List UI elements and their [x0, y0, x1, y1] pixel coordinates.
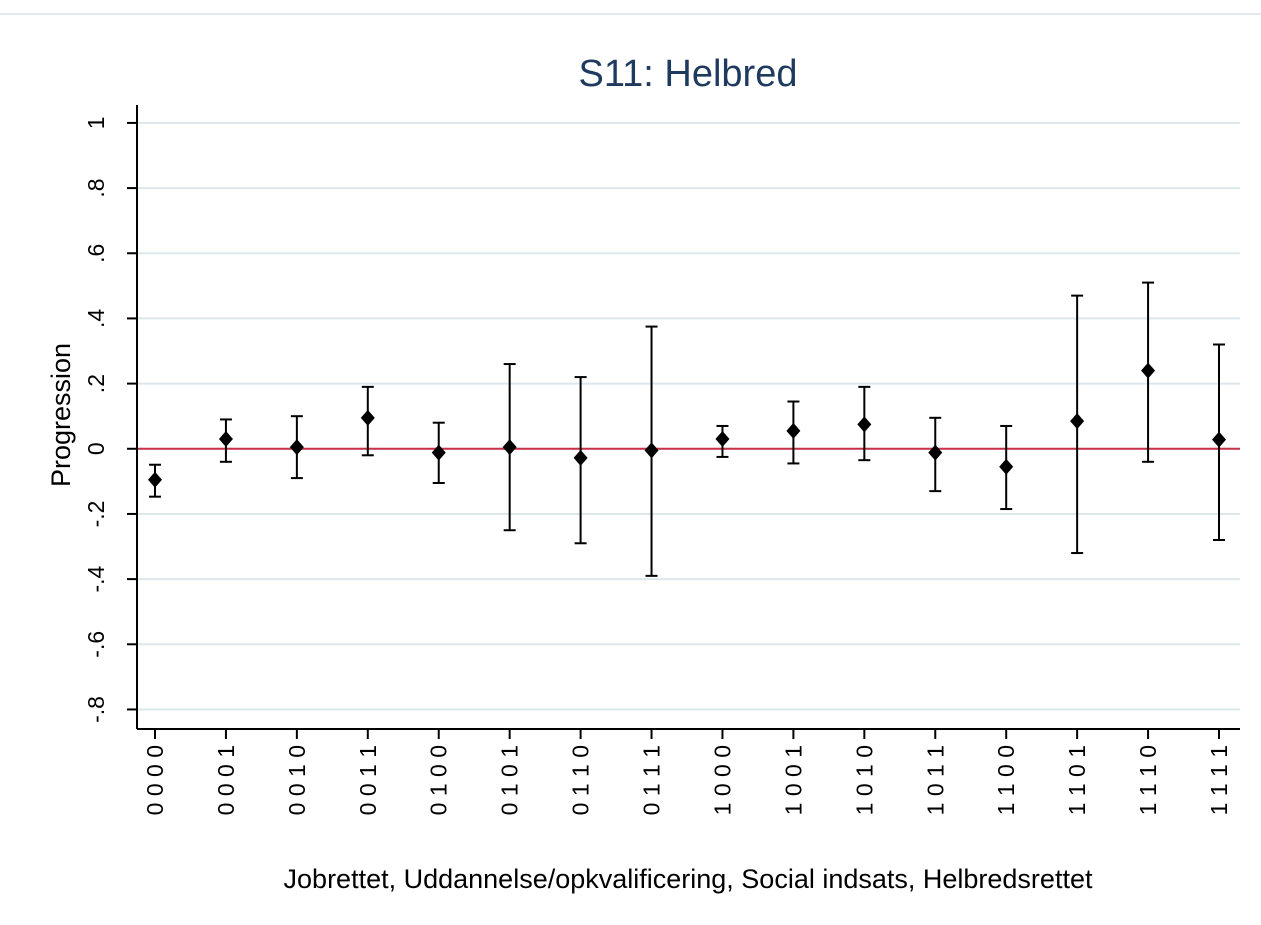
y-tick-label: 0	[83, 442, 109, 455]
y-axis-label: Progression	[46, 343, 76, 487]
x-tick-label: 0 1 1 1	[639, 745, 665, 815]
x-tick-label: 1 0 1 0	[851, 745, 877, 815]
x-tick-label: 0 0 1 0	[284, 745, 310, 815]
x-tick-label: 0 0 0 1	[213, 745, 239, 815]
point	[1141, 362, 1156, 379]
x-tick-label: 1 1 1 1	[1206, 745, 1232, 815]
point	[715, 430, 730, 447]
y-tick-label: -.6	[83, 631, 109, 658]
y-tick-label: .4	[83, 309, 109, 328]
point	[289, 439, 304, 456]
x-tick-label: 0 1 0 0	[426, 745, 452, 815]
y-tick-label: .6	[83, 244, 109, 263]
y-tick-label: .2	[83, 374, 109, 393]
point	[857, 416, 872, 433]
x-tick-label: 1 0 1 1	[922, 745, 948, 815]
point	[502, 439, 517, 456]
point	[999, 458, 1014, 475]
y-tick-label: .8	[83, 178, 109, 197]
point	[148, 471, 162, 488]
y-tick-label: -.8	[83, 696, 109, 723]
x-tick-label: 1 0 0 0	[709, 745, 735, 815]
x-tick-label: 1 1 1 0	[1135, 745, 1161, 815]
y-tick-label: -.2	[83, 501, 109, 528]
x-tick-label: 1 1 0 0	[993, 745, 1019, 815]
point	[644, 442, 659, 459]
y-tick-label: -.4	[83, 565, 109, 592]
chart-title: S11: Helbred	[579, 53, 798, 95]
y-tick-label: 1	[83, 117, 109, 130]
point	[928, 444, 943, 461]
x-tick-label: 0 1 1 0	[568, 745, 594, 815]
point	[786, 422, 801, 439]
point	[573, 449, 588, 466]
x-tick-label: 1 1 0 1	[1064, 745, 1090, 815]
point	[360, 409, 375, 426]
point	[218, 430, 233, 447]
point	[431, 444, 446, 461]
x-tick-label: 0 0 1 1	[355, 745, 381, 815]
x-tick-label: 1 0 0 1	[780, 745, 806, 815]
point	[1070, 413, 1085, 430]
x-tick-label: 0 0 0 0	[142, 745, 168, 815]
x-axis-label: Jobrettet, Uddannelse/opkvalificering, S…	[284, 864, 1093, 894]
x-tick-label: 0 1 0 1	[497, 745, 523, 815]
point	[1212, 431, 1226, 448]
